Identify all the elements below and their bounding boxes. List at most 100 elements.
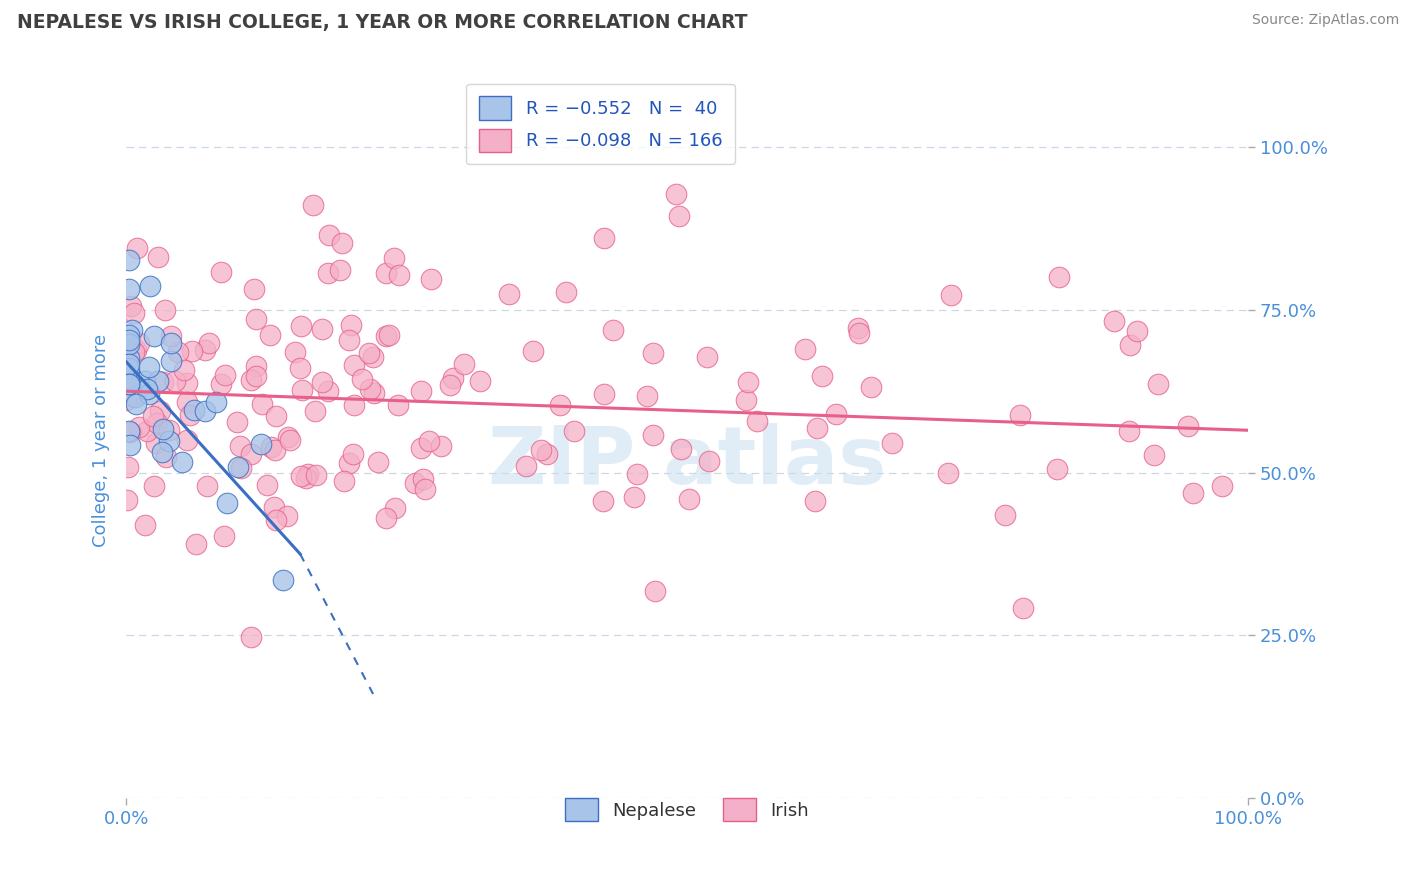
Point (291, 383, 314, 397)
Point (176, 376, 198, 391)
Point (290, 318, 312, 333)
Point (121, 323, 143, 337)
Point (337, 456, 360, 470)
Point (333, 474, 356, 488)
Point (936, 467, 959, 481)
Point (430, 439, 453, 453)
Point (179, 409, 201, 423)
Point (115, 492, 138, 507)
Point (122, 306, 145, 320)
Point (273, 573, 295, 587)
Point (316, 384, 339, 399)
Point (278, 434, 301, 448)
Point (404, 476, 426, 491)
Point (118, 373, 141, 387)
Point (264, 513, 287, 527)
Point (117, 377, 139, 392)
Point (284, 345, 307, 359)
Point (316, 266, 339, 280)
Point (245, 368, 267, 383)
Point (120, 438, 142, 452)
Point (157, 434, 180, 448)
Point (678, 491, 700, 506)
Point (117, 361, 139, 376)
Point (128, 420, 150, 434)
Point (363, 385, 385, 400)
Point (231, 461, 253, 475)
Point (548, 398, 571, 412)
Point (135, 425, 157, 439)
Point (644, 583, 666, 598)
Point (536, 447, 558, 461)
Point (181, 344, 204, 359)
Point (343, 359, 366, 373)
Point (1177, 418, 1199, 433)
Point (153, 302, 176, 317)
Point (260, 440, 283, 454)
Point (152, 376, 174, 390)
Point (118, 357, 141, 371)
Point (120, 299, 142, 313)
Point (641, 428, 664, 442)
Point (1010, 409, 1032, 423)
Point (198, 335, 221, 350)
Point (515, 459, 537, 474)
Point (117, 373, 139, 387)
Point (793, 342, 815, 356)
Point (1046, 462, 1069, 476)
Point (1102, 314, 1125, 328)
Point (148, 250, 170, 264)
Point (636, 389, 658, 403)
Point (846, 320, 869, 334)
Point (848, 326, 870, 340)
Point (245, 312, 267, 326)
Point (240, 447, 263, 461)
Point (117, 328, 139, 343)
Point (120, 425, 142, 439)
Point (384, 251, 406, 265)
Point (470, 374, 492, 388)
Point (117, 460, 139, 475)
Point (163, 374, 186, 388)
Point (297, 467, 319, 481)
Point (152, 422, 174, 436)
Point (124, 390, 146, 404)
Point (240, 630, 263, 644)
Point (555, 285, 578, 299)
Point (415, 482, 437, 496)
Point (737, 376, 759, 390)
Point (1146, 377, 1168, 392)
Point (350, 372, 373, 386)
Point (305, 467, 328, 482)
Point (117, 424, 139, 438)
Point (359, 382, 381, 396)
Point (149, 404, 172, 418)
Point (264, 443, 287, 458)
Point (117, 376, 139, 391)
Point (157, 423, 180, 437)
Point (242, 282, 264, 296)
Point (1118, 425, 1140, 439)
Point (250, 397, 273, 411)
Point (1143, 449, 1166, 463)
Point (994, 508, 1017, 523)
Point (641, 346, 664, 360)
Point (522, 344, 544, 359)
Point (186, 537, 208, 551)
Point (125, 397, 148, 411)
Point (311, 375, 333, 389)
Point (747, 414, 769, 428)
Point (117, 333, 139, 347)
Point (290, 360, 312, 375)
Point (342, 447, 364, 461)
Point (115, 392, 138, 407)
Point (160, 335, 183, 350)
Text: Source: ZipAtlas.com: Source: ZipAtlas.com (1251, 13, 1399, 28)
Point (173, 363, 195, 377)
Point (195, 479, 218, 493)
Point (441, 371, 464, 385)
Point (143, 479, 166, 493)
Point (388, 268, 411, 282)
Point (176, 433, 198, 447)
Point (225, 415, 247, 429)
